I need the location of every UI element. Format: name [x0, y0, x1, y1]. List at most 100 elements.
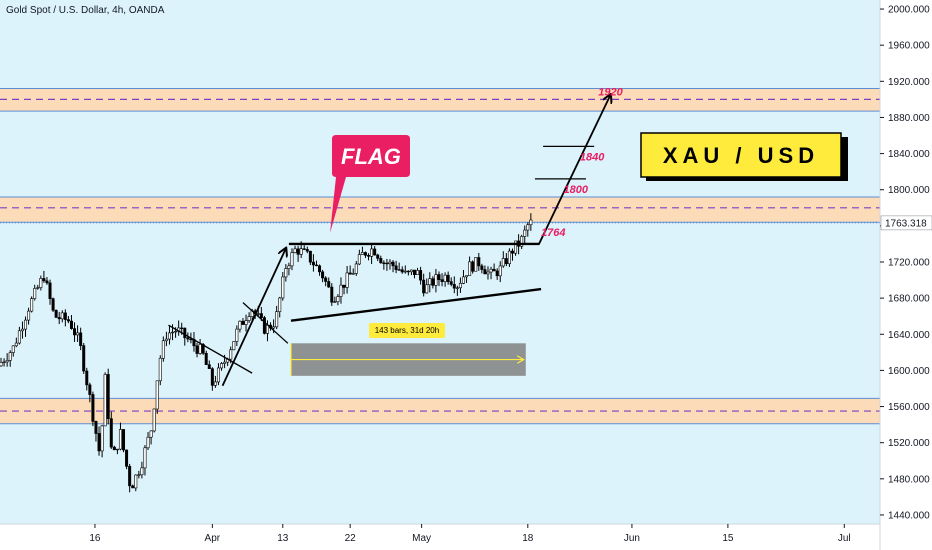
candle-body [244, 320, 248, 325]
candle-body [302, 248, 306, 250]
candle-body [440, 279, 444, 282]
candle-body [167, 332, 171, 340]
candle-body [73, 328, 77, 336]
candle-body [431, 278, 435, 286]
y-tick-label: 1720.000 [888, 258, 930, 269]
y-tick-label: 1480.000 [888, 474, 930, 485]
trendline [242, 302, 289, 344]
candle-body [391, 261, 395, 267]
candle-body [42, 278, 46, 282]
candle-body [128, 466, 132, 487]
candle-body [174, 330, 178, 333]
x-tick-label: Jun [624, 533, 640, 544]
candle-body [492, 268, 496, 272]
candle-body [336, 296, 340, 303]
x-tick-label: Apr [205, 533, 221, 544]
candle-body [69, 320, 73, 329]
candle-body [504, 258, 508, 265]
candle-body [262, 317, 266, 334]
candle-body [161, 340, 165, 359]
price-axis[interactable]: 1440.000 1480.000 1520.000 1560.000 1600.000… [880, 5, 932, 522]
candle-body [520, 236, 524, 247]
candle-body [388, 261, 392, 264]
candle-body [446, 274, 450, 282]
candle-body [60, 312, 64, 320]
candle-body [458, 283, 462, 289]
candle-body [523, 229, 527, 237]
candle-body [241, 320, 245, 325]
candle-body [394, 265, 398, 270]
candle-body [109, 418, 113, 448]
candle-body [314, 264, 318, 267]
candle-body [318, 265, 322, 273]
y-tick-label: 1640.000 [888, 330, 930, 341]
flag-lower-line [290, 287, 542, 322]
y-tick-label: 1520.000 [888, 438, 930, 449]
candle-body [367, 254, 371, 257]
candle-body [180, 327, 184, 330]
candle-body [434, 274, 438, 286]
candle-body [305, 249, 309, 252]
y-tick-label: 1600.000 [888, 366, 930, 377]
sr-zone [0, 196, 880, 223]
candle-body [149, 430, 153, 438]
candle-body [238, 320, 242, 330]
candle-body [100, 425, 104, 452]
trendline [168, 324, 253, 374]
candle-body [8, 352, 12, 361]
candle-body [400, 269, 404, 273]
target-level-label: 1920 [598, 86, 623, 98]
time-axis[interactable]: 16 Apr 13 22 May 18 Jun 15 Jul [89, 524, 851, 544]
candle-body [422, 279, 426, 294]
candle-body [461, 276, 465, 284]
candle-body [30, 298, 34, 312]
candle-body [489, 268, 493, 273]
candle-body [342, 284, 346, 288]
candle-body [495, 270, 499, 277]
candle-body [348, 272, 352, 275]
candle-body [57, 317, 61, 320]
candle-body [449, 281, 453, 285]
candle-body [507, 250, 511, 265]
candle-body [122, 429, 126, 451]
candle-body [385, 262, 389, 265]
x-tick-label: May [412, 533, 431, 544]
candle-body [443, 274, 447, 282]
candle-body [0, 362, 3, 367]
candle-body [33, 288, 37, 299]
candle-body [45, 280, 49, 284]
y-tick-label: 1880.000 [888, 113, 930, 124]
candle-body [345, 272, 349, 288]
x-tick-label: 22 [345, 533, 357, 544]
candle-body [287, 265, 291, 269]
candle-body [2, 361, 6, 364]
symbol-banner-bg [640, 132, 842, 178]
candle-body [477, 257, 481, 267]
candle-body [339, 284, 343, 297]
candle-body [514, 240, 518, 254]
candle-body [51, 298, 55, 311]
y-tick-label: 1960.000 [888, 41, 930, 52]
plot-background [0, 0, 880, 524]
x-tick-label: Jul [838, 533, 851, 544]
candle-body [213, 381, 217, 386]
candle-body [330, 286, 334, 303]
candle-body [403, 270, 407, 273]
candle-body [284, 268, 288, 278]
x-tick-label: 18 [522, 533, 534, 544]
flag-callout-bg [330, 135, 410, 233]
candle-body [158, 357, 162, 382]
y-tick-label: 1840.000 [888, 149, 930, 160]
candle-body [486, 271, 490, 275]
candle-body [131, 485, 135, 489]
candle-body [468, 261, 472, 276]
candle-body [235, 328, 239, 342]
x-tick-label: 15 [722, 533, 734, 544]
candles-layer [0, 213, 533, 493]
y-tick-label: 1440.000 [888, 510, 930, 521]
candle-body [333, 301, 337, 303]
candle-body [428, 278, 432, 286]
candle-body [397, 269, 401, 271]
candle-body [36, 287, 40, 289]
candle-body [91, 394, 95, 422]
